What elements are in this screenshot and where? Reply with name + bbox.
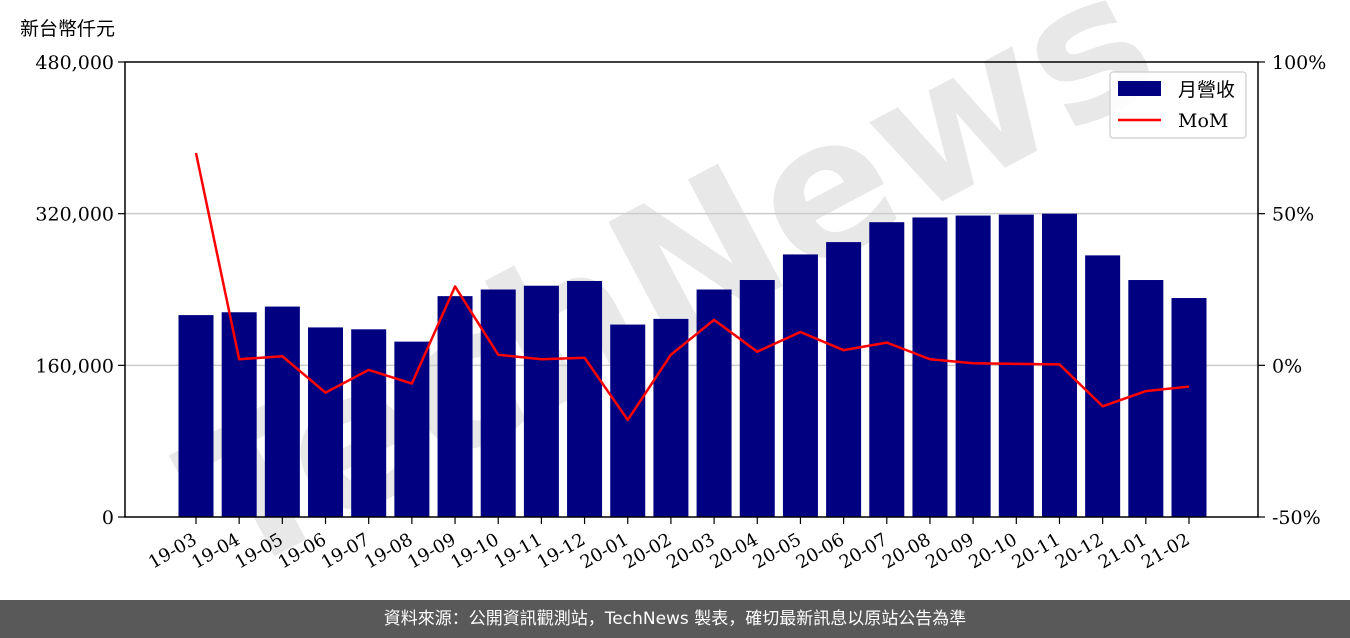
legend: 月營收 MoM — [1109, 71, 1247, 139]
revenue-bar-19-10 — [480, 289, 516, 517]
x-tick-label-19-12: 19-12 — [534, 529, 589, 573]
legend-label-revenue: 月營收 — [1178, 79, 1235, 101]
x-tick-label-20-10: 20-10 — [965, 529, 1020, 573]
revenue-chart: TechNews 0160,000320,000480,000-50%0%50%… — [35, 0, 1326, 600]
x-tick-label-19-09: 19-09 — [404, 529, 459, 573]
revenue-bar-19-03 — [178, 315, 214, 517]
x-tick-label-20-06: 20-06 — [793, 529, 848, 573]
revenue-bar-20-06 — [826, 242, 862, 517]
x-tick-label-19-03: 19-03 — [145, 529, 200, 573]
right-tick-label-0: -50% — [1272, 507, 1321, 529]
revenue-bar-20-04 — [739, 280, 775, 517]
right-tick-label-2: 50% — [1272, 204, 1314, 226]
revenue-bar-20-07 — [869, 222, 905, 517]
revenue-bar-21-01 — [1128, 280, 1164, 517]
y-axis-unit-label: 新台幣仟元 — [20, 18, 116, 40]
x-tick-label-20-04: 20-04 — [706, 529, 761, 573]
revenue-bar-20-12 — [1085, 255, 1121, 517]
revenue-bar-19-11 — [523, 285, 559, 517]
x-tick-label-20-11: 20-11 — [1009, 529, 1064, 573]
revenue-bar-19-12 — [567, 280, 603, 517]
x-tick-label-20-05: 20-05 — [749, 529, 804, 573]
revenue-bar-20-02 — [653, 318, 689, 517]
right-tick-label-3: 100% — [1272, 52, 1326, 74]
source-footer: 資料來源：公開資訊觀測站，TechNews 製表，確切最新訊息以原站公告為準 — [0, 600, 1350, 638]
legend-label-mom: MoM — [1178, 110, 1228, 132]
revenue-bar-20-03 — [696, 289, 732, 517]
x-tick-label-20-02: 20-02 — [620, 529, 675, 573]
mom-series-line — [194, 152, 1190, 422]
left-tick-label-3: 480,000 — [35, 52, 114, 74]
x-tick-label-20-03: 20-03 — [663, 529, 718, 573]
revenue-bar-20-10 — [998, 214, 1034, 518]
x-tick-label-20-08: 20-08 — [879, 529, 934, 573]
revenue-bar-19-05 — [264, 306, 300, 517]
x-tick-label-19-11: 19-11 — [490, 529, 545, 573]
x-tick-label-20-07: 20-07 — [836, 529, 891, 573]
legend-swatch-revenue — [1118, 81, 1161, 96]
x-tick-label-19-10: 19-10 — [447, 529, 502, 573]
revenue-bar-19-08 — [394, 341, 430, 517]
x-tick-label-21-01: 21-01 — [1095, 529, 1150, 573]
revenue-bar-19-04 — [221, 312, 257, 517]
revenue-bar-19-06 — [308, 327, 344, 517]
revenue-bars — [178, 213, 1207, 518]
revenue-bar-19-07 — [351, 329, 387, 517]
left-tick-label-2: 320,000 — [35, 204, 114, 226]
revenue-bar-20-09 — [955, 215, 991, 517]
x-tick-label-20-01: 20-01 — [577, 529, 632, 573]
x-tick-label-21-02: 21-02 — [1138, 529, 1193, 573]
left-tick-label-1: 160,000 — [35, 355, 114, 377]
revenue-bar-19-09 — [437, 296, 473, 517]
right-tick-label-1: 0% — [1272, 355, 1302, 377]
revenue-bar-20-05 — [782, 254, 818, 518]
left-tick-label-0: 0 — [102, 507, 114, 529]
revenue-bar-21-02 — [1171, 298, 1207, 517]
revenue-bar-20-08 — [912, 217, 948, 518]
x-tick-label-20-09: 20-09 — [922, 529, 977, 573]
mom-line — [194, 152, 1190, 422]
plot-frame — [124, 61, 1259, 518]
x-tick-label-20-12: 20-12 — [1052, 529, 1107, 573]
